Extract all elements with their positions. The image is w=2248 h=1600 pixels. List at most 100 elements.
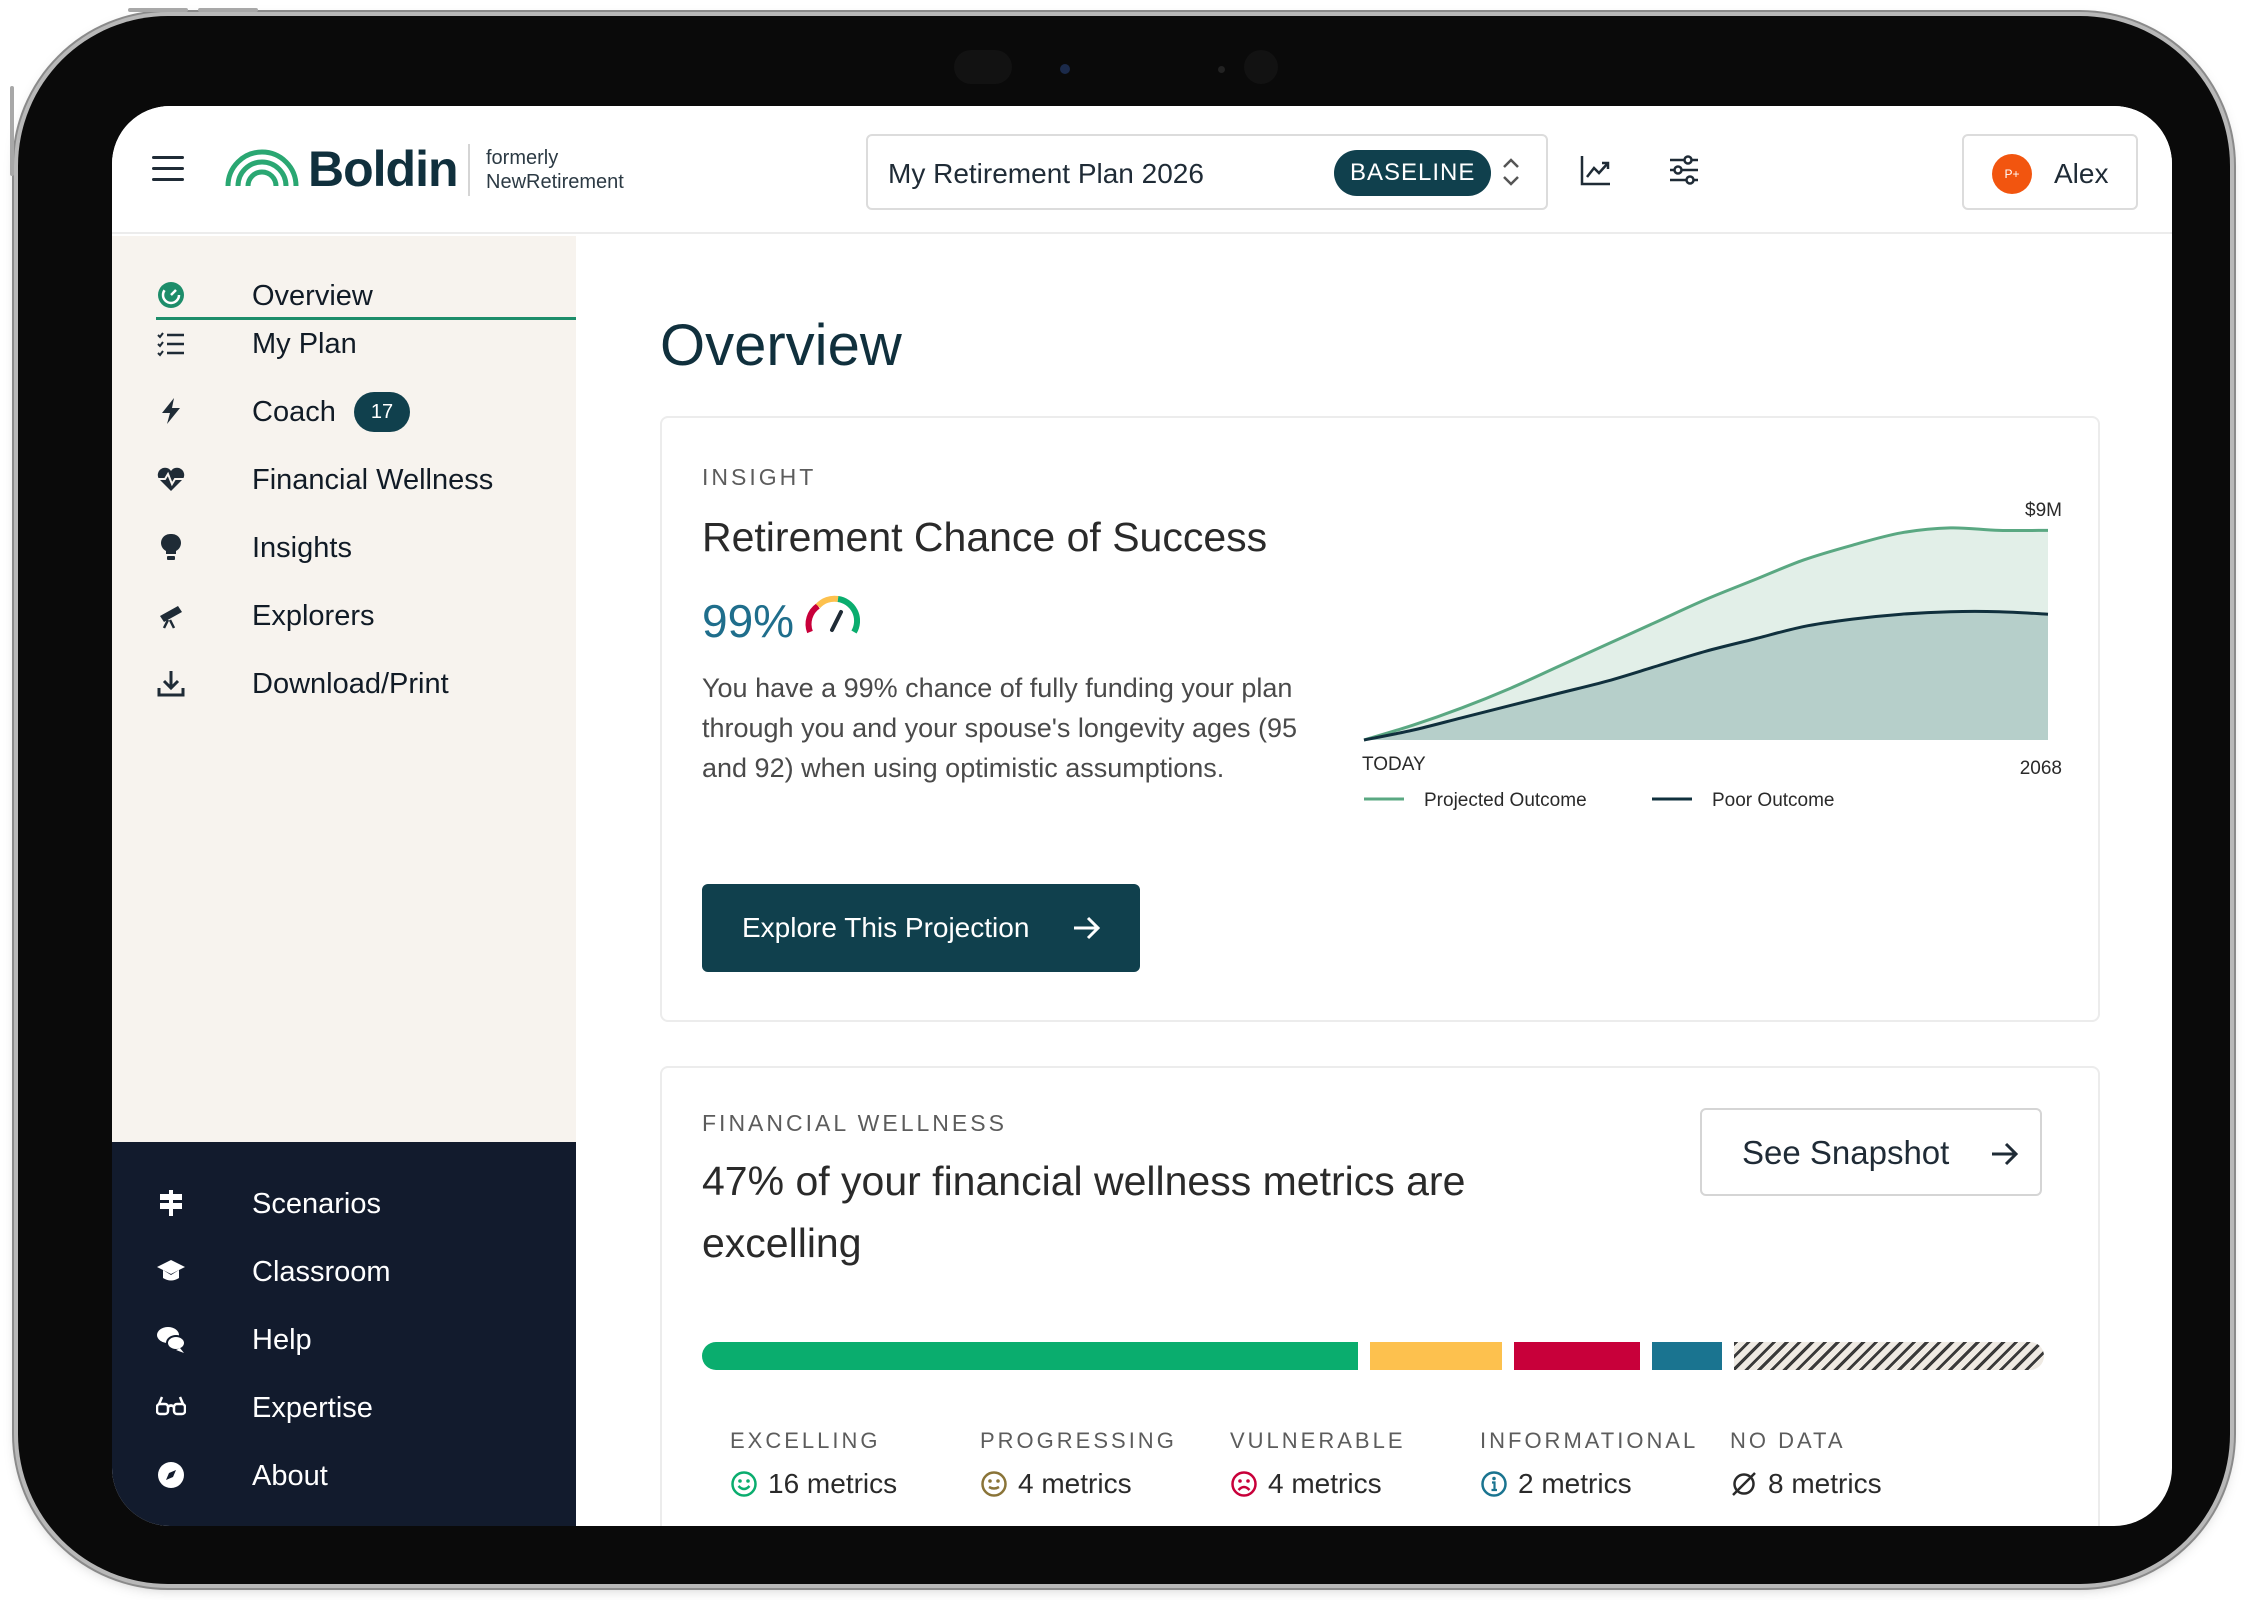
sidebar-item-overview[interactable]: Overview <box>156 268 576 320</box>
see-snapshot-button[interactable]: See Snapshot <box>1700 1108 2042 1196</box>
legend-projected-outcome: Projected Outcome <box>1424 790 1587 811</box>
arrow-right-icon <box>1074 916 1101 940</box>
page-title: Overview <box>660 313 902 378</box>
sidebar-item-label: Expertise <box>252 1392 373 1424</box>
explore-projection-button[interactable]: Explore This Projection <box>702 884 1140 972</box>
coach-count-badge: 17 <box>354 392 410 432</box>
sidebar-item-financial-wellness[interactable]: Financial Wellness <box>156 452 576 504</box>
info-circle-icon <box>1481 1471 1507 1497</box>
success-percent: 99% <box>702 595 795 647</box>
sidebar-item-download-print[interactable]: Download/Print <box>156 656 576 708</box>
series-line-1 <box>1363 609 2049 742</box>
legend-vulnerable: VULNERABLE 4 metrics <box>1230 1428 1406 1499</box>
legend-value: 8 metrics <box>1768 1468 1882 1499</box>
insight-card: INSIGHT Retirement Chance of Success 99%… <box>660 416 2100 1022</box>
empty-set-icon <box>1732 1472 1756 1496</box>
heart-pulse-icon <box>157 467 185 491</box>
see-snapshot-label: See Snapshot <box>1742 1134 1950 1171</box>
sidebar-item-label: Overview <box>252 280 373 312</box>
user-avatar: P+ <box>1992 154 2032 194</box>
insight-eyebrow: INSIGHT <box>702 464 817 490</box>
sidebar-item-coach[interactable]: Coach 17 <box>156 384 576 436</box>
sidebar-item-help[interactable]: Help <box>156 1312 576 1364</box>
legend-excelling: EXCELLING 16 metrics <box>730 1428 897 1499</box>
bar-vulnerable <box>1514 1342 1640 1370</box>
x-end-label: 2068 <box>2020 758 2062 779</box>
formerly-line1: formerly <box>486 147 559 169</box>
sliders-settings-icon[interactable] <box>1666 152 1702 188</box>
sidebar-secondary-nav: Scenarios Classroom Help <box>112 1142 576 1526</box>
sidebar-item-scenarios[interactable]: Scenarios <box>156 1176 576 1228</box>
bar-informational <box>1652 1342 1722 1370</box>
legend-poor-outcome: Poor Outcome <box>1712 790 1835 811</box>
series-area-1 <box>1364 611 2048 740</box>
user-menu-button[interactable]: P+ Alex <box>1962 134 2138 210</box>
front-camera <box>1060 64 1070 74</box>
baseline-badge: BASELINE <box>1334 150 1492 196</box>
download-icon <box>157 671 185 697</box>
camera-housing <box>954 50 1012 84</box>
legend-caption: VULNERABLE <box>1230 1428 1406 1453</box>
financial-wellness-card: FINANCIAL WELLNESS 47% of your financial… <box>660 1066 2100 1526</box>
neutral-face-icon <box>981 1471 1007 1497</box>
dashboard-gauge-icon <box>158 282 184 308</box>
insight-description: You have a 99% chance of fully funding y… <box>702 673 1298 783</box>
sidebar-item-label: Financial Wellness <box>252 464 494 496</box>
bar-no-data <box>1734 1342 2044 1370</box>
compass-icon <box>158 1462 184 1488</box>
sidebar-item-label: Help <box>252 1324 312 1356</box>
chart-trend-icon[interactable] <box>1578 152 1614 188</box>
boldin-logo-icon <box>225 149 299 187</box>
lightning-bolt-icon <box>162 398 180 424</box>
hamburger-menu-icon[interactable] <box>152 156 184 182</box>
bar-excelling <box>702 1342 1358 1370</box>
smile-icon <box>731 1471 757 1497</box>
legend-caption: INFORMATIONAL <box>1480 1428 1699 1453</box>
telescope-icon <box>160 606 182 629</box>
sidebar-item-expertise[interactable]: Expertise <box>156 1380 576 1432</box>
success-projection-chart: $9M TODAY 2068 Projected Outcome Poor Ou… <box>1362 500 2062 811</box>
wellness-distribution-bar <box>702 1342 2044 1370</box>
tablet-frame: Boldin formerly NewRetirement My Retirem… <box>10 8 2230 1584</box>
formerly-line2: NewRetirement <box>486 171 624 193</box>
frown-icon <box>1231 1471 1257 1497</box>
sidebar-item-my-plan[interactable]: My Plan <box>156 316 576 368</box>
top-button <box>198 8 258 12</box>
checklist-icon <box>157 332 184 357</box>
sidebar-item-explorers[interactable]: Explorers <box>156 588 576 640</box>
legend-caption: NO DATA <box>1730 1428 1846 1453</box>
signpost-icon <box>160 1190 182 1216</box>
legend-value: 16 metrics <box>768 1468 898 1499</box>
sidebar-item-classroom[interactable]: Classroom <box>156 1244 576 1296</box>
legend-caption: PROGRESSING <box>980 1428 1177 1453</box>
formerly-label: formerly NewRetirement <box>486 146 624 194</box>
chevron-up-down-icon <box>1503 158 1519 186</box>
x-start-label: TODAY <box>1362 754 1426 775</box>
plan-selector[interactable]: My Retirement Plan 2026 BASELINE <box>866 134 1548 210</box>
volume-button <box>10 86 14 176</box>
legend-value: 4 metrics <box>1018 1468 1132 1499</box>
glasses-icon <box>156 1396 186 1416</box>
legend-caption: EXCELLING <box>730 1428 881 1453</box>
sidebar-item-label: Explorers <box>252 600 375 632</box>
arrow-right-icon <box>1992 1142 2019 1166</box>
user-name: Alex <box>2054 158 2109 189</box>
light-sensor <box>1218 66 1225 73</box>
sensor-housing <box>1244 50 1278 84</box>
sidebar-item-insights[interactable]: Insights <box>156 520 576 572</box>
explore-projection-label: Explore This Projection <box>742 912 1030 943</box>
plan-name: My Retirement Plan 2026 <box>888 158 1204 189</box>
legend-value: 2 metrics <box>1518 1468 1632 1499</box>
wellness-heading: 47% of your financial wellness metrics a… <box>702 1158 1466 1266</box>
brand-name[interactable]: Boldin <box>308 141 459 197</box>
sidebar-item-label: My Plan <box>252 328 357 360</box>
sidebar-item-label: Download/Print <box>252 668 449 700</box>
sidebar-primary-nav: Overview My Plan Coach 17 <box>112 236 576 1142</box>
lightbulb-icon <box>161 533 181 560</box>
sidebar-item-about[interactable]: About <box>156 1448 576 1500</box>
sidebar-item-label: Scenarios <box>252 1188 381 1220</box>
insight-heading: Retirement Chance of Success <box>702 514 1268 560</box>
legend-value: 4 metrics <box>1268 1468 1382 1499</box>
legend-informational: INFORMATIONAL 2 metrics <box>1480 1428 1699 1499</box>
top-header: Boldin formerly NewRetirement My Retirem… <box>112 106 2172 234</box>
